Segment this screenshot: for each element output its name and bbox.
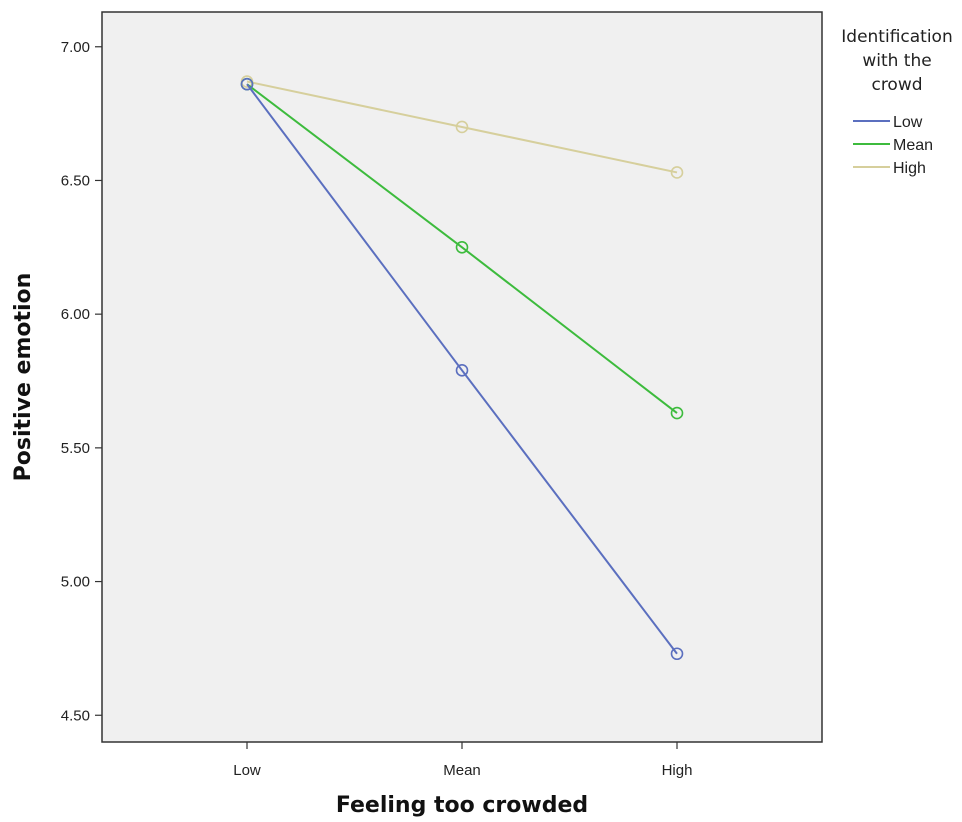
data-point [240,77,254,91]
legend-title-line-3: crowd [871,75,922,95]
y-axis-title: Positive emotion [11,273,36,482]
y-tick-label: 5.50 [61,440,90,457]
x-tick-label: Mean [443,762,481,779]
legend-title-line-1: Identification [841,27,952,47]
legend-label: High [893,160,926,177]
legend-label: Low [893,114,923,131]
y-tick-label: 5.00 [61,574,90,591]
y-tick-label: 6.50 [61,172,90,189]
y-tick-label: 6.00 [61,306,90,323]
x-axis-title: Feeling too crowded [336,793,588,818]
legend-label: Mean [893,137,933,154]
data-point [455,364,469,377]
plot-area [101,11,823,743]
data-point [670,406,684,420]
series-line [246,83,678,655]
series-line [246,83,678,414]
legend-items: Low Mean High [853,114,933,177]
series-layer [240,75,684,661]
legend-title-line-2: with the [862,51,931,71]
data-point [670,647,684,661]
data-point [670,166,684,179]
y-tick-label: 7.00 [61,39,90,56]
data-point [455,120,469,134]
y-axis: 4.50 5.00 5.50 6.00 6.50 7.00 [61,39,102,724]
series-line [246,80,678,174]
legend: Identification with the crowd Low Mean Hig… [841,27,952,177]
x-axis: Low Mean High [233,742,692,779]
data-point [455,241,469,254]
x-tick-label: High [662,762,693,779]
y-tick-label: 4.50 [61,707,90,724]
x-tick-label: Low [233,762,261,779]
series-low [240,77,684,661]
